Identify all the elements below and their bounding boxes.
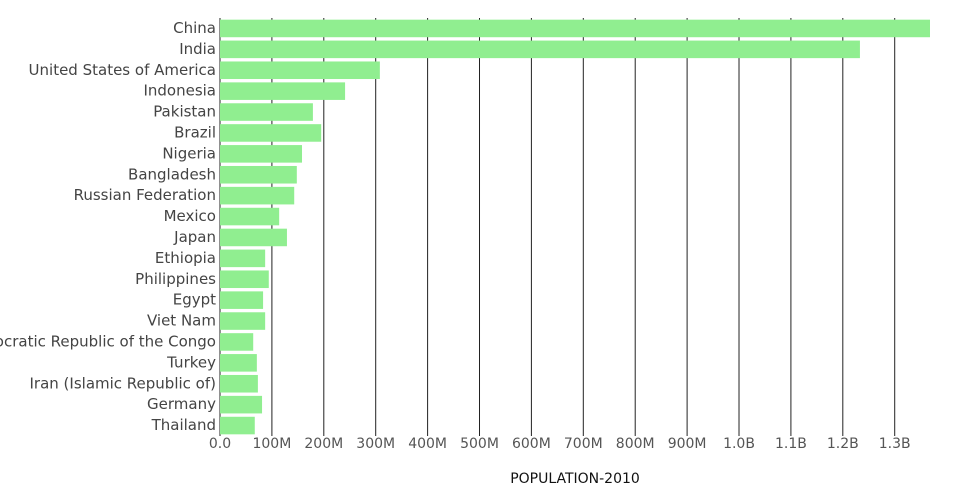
y-tick-label: Viet Nam [147, 312, 216, 330]
y-tick-label: Egypt [173, 291, 216, 309]
bar [220, 19, 930, 38]
y-tick-label: India [179, 40, 216, 58]
y-tick-label: China [173, 19, 216, 37]
x-tick-label: 1.1B [775, 436, 807, 452]
x-tick-label: 500M [460, 436, 499, 452]
x-tick-label: 700M [564, 436, 603, 452]
bar [220, 61, 380, 80]
y-tick-label: Mexico [164, 207, 216, 225]
bar [220, 207, 280, 226]
x-axis-label: POPULATION-2010 [510, 471, 640, 487]
bar [220, 165, 297, 184]
x-tick-label: 600M [512, 436, 551, 452]
x-tick-label: 400M [408, 436, 447, 452]
y-tick-label: Germany [147, 395, 216, 413]
bar [220, 228, 287, 247]
x-tick-label: 300M [356, 436, 395, 452]
y-tick-label: Ethiopia [155, 249, 216, 267]
bar [220, 312, 266, 330]
bar [220, 270, 269, 289]
y-tick-label: Japan [173, 228, 216, 246]
bar [220, 374, 258, 393]
y-tick-label: Thailand [151, 416, 216, 434]
bar [220, 82, 346, 100]
y-tick-label: Brazil [174, 123, 216, 141]
y-tick-label: Russian Federation [74, 186, 216, 204]
bar [220, 395, 263, 414]
x-tick-label: 1.0B [723, 436, 755, 452]
x-tick-label: 1.2B [827, 436, 859, 452]
y-tick-label: Nigeria [162, 144, 216, 162]
bar [220, 186, 295, 205]
bar [220, 416, 255, 435]
bar [220, 40, 860, 59]
bar [220, 333, 254, 351]
bar [220, 291, 264, 309]
x-tick-label: 100M [252, 436, 291, 452]
y-tick-label: Iran (Islamic Republic of) [30, 374, 217, 392]
x-tick-label: 1.3B [879, 436, 911, 452]
bar [220, 103, 313, 121]
y-tick-label: Turkey [166, 353, 216, 371]
bar [220, 354, 257, 372]
y-tick-label: Democratic Republic of the Congo [0, 332, 216, 350]
y-tick-label: Pakistan [153, 103, 216, 121]
y-tick-label: United States of America [29, 61, 216, 79]
y-tick-label: Indonesia [143, 82, 216, 100]
bar [220, 249, 266, 268]
bar [220, 145, 303, 163]
y-tick-label: Bangladesh [128, 165, 216, 183]
x-tick-label: 0.0 [209, 436, 231, 452]
bar [220, 124, 322, 142]
x-tick-label: 200M [304, 436, 343, 452]
x-tick-label: 800M [616, 436, 655, 452]
x-tick-label: 900M [668, 436, 707, 452]
y-tick-label: Philippines [135, 270, 216, 288]
